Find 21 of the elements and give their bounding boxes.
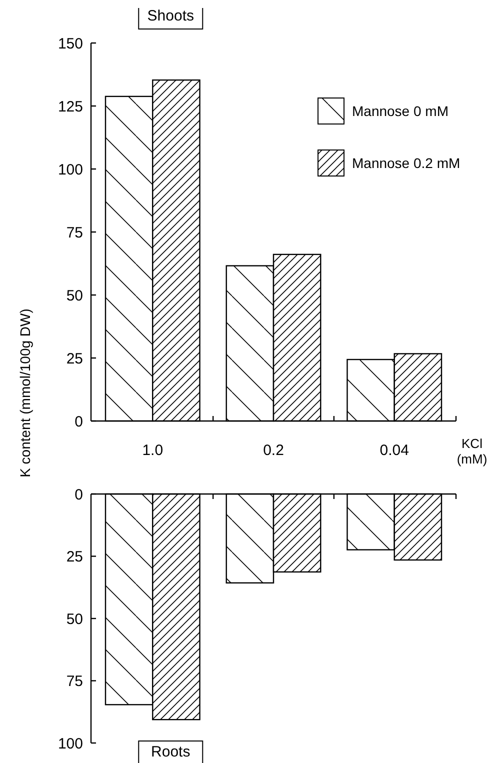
y-tick-label: 75	[66, 673, 83, 690]
y-tick-label: 50	[66, 287, 83, 304]
y-tick-label: 25	[66, 350, 83, 368]
y-tick-label: 75	[66, 224, 83, 242]
chart-title: Shoots	[147, 7, 194, 24]
legend-label: Mannose 0.2 mM	[352, 154, 460, 171]
y-tick-label: 100	[58, 161, 83, 178]
y-tick-label: 125	[58, 98, 83, 116]
x-tick-label: 0.04	[380, 442, 409, 459]
y-tick-label: 0	[74, 486, 83, 504]
y-tick-label: 50	[66, 610, 83, 628]
x-axis-title: KCl (mM)	[456, 436, 488, 467]
text: Roots	[151, 743, 190, 760]
y-axis-title: K content (mmol/100g DW)	[17, 308, 33, 478]
x-tick-label: 0.2	[263, 442, 284, 459]
y-tick-label: 150	[58, 35, 83, 52]
x-tick-label: 1.0	[142, 442, 164, 459]
y-tick-label: 100	[58, 735, 83, 752]
legend-label: Mannose 0 mM	[352, 102, 448, 119]
y-tick-label: 0	[74, 413, 83, 430]
y-tick-label: 25	[66, 548, 83, 566]
